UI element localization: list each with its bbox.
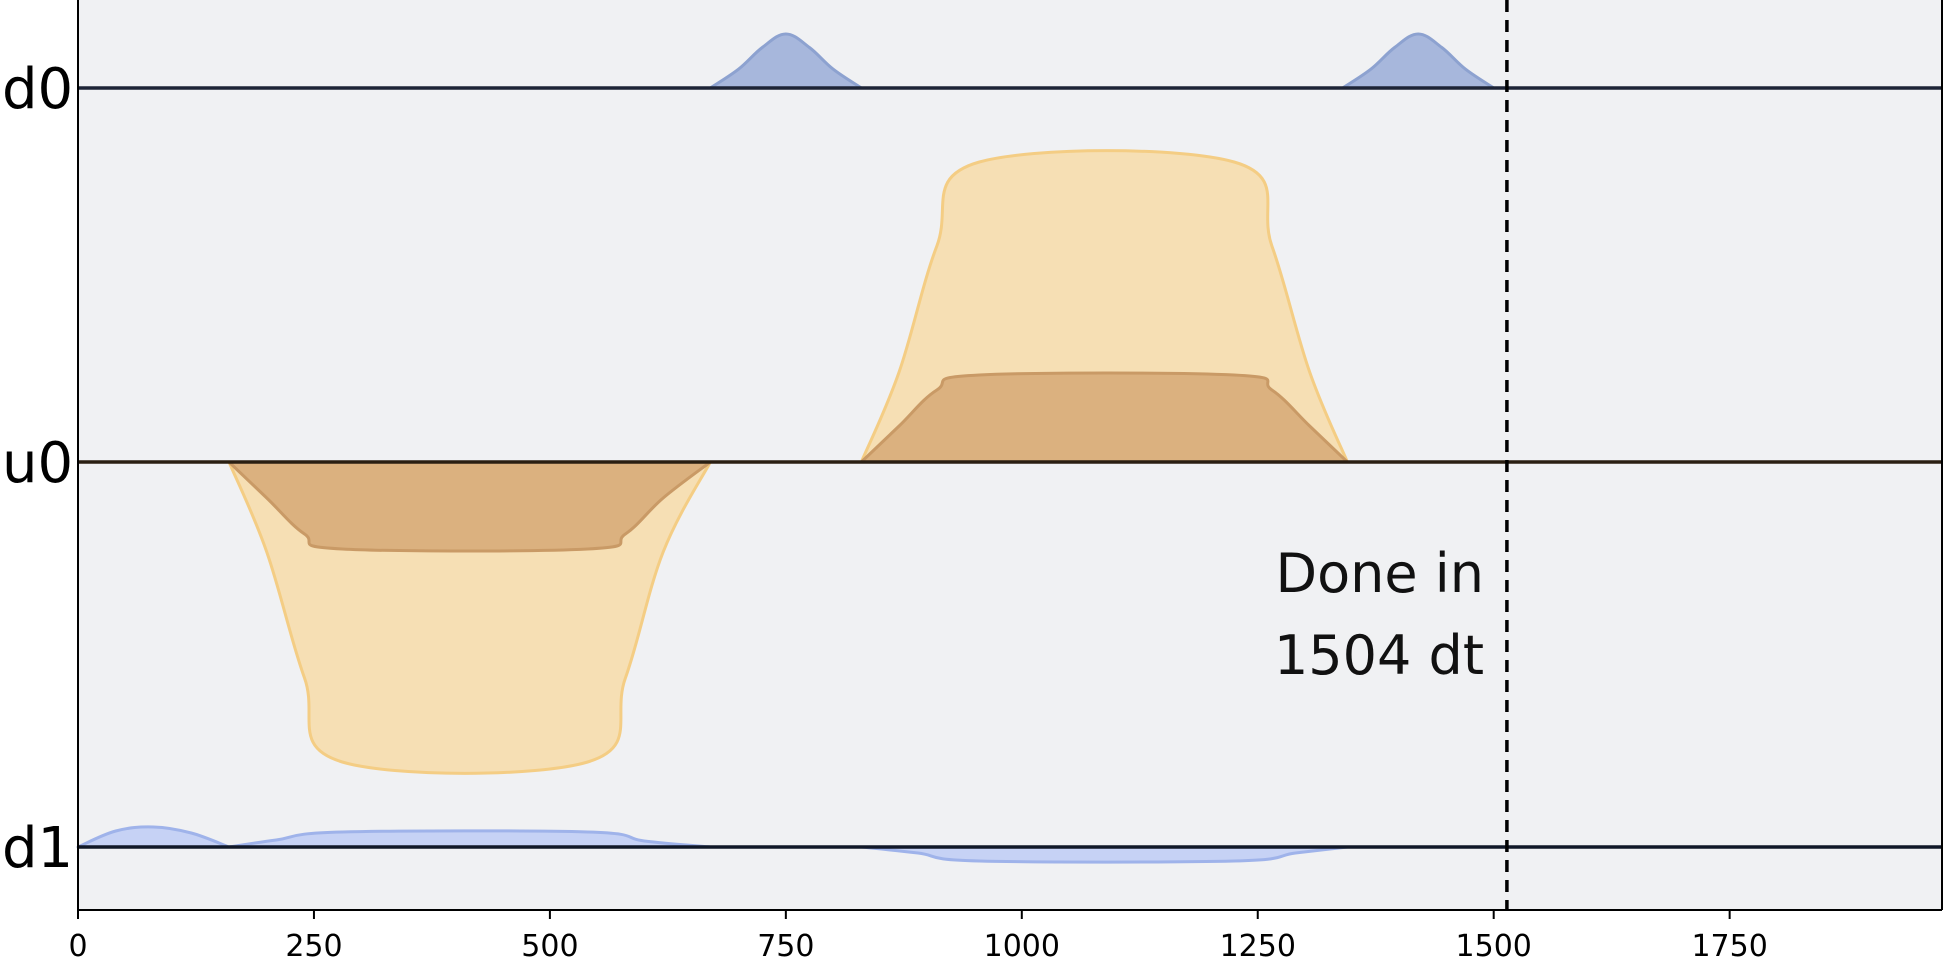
channel-label-u0: u0 xyxy=(2,431,73,496)
u0-pulse-4 xyxy=(859,371,1349,464)
d1-pulse-2 xyxy=(227,829,712,849)
annotation-line-2: 1504 dt xyxy=(1274,624,1484,687)
channel-labels: d0 u0 d1 xyxy=(2,57,73,881)
d1-pulse-3 xyxy=(859,845,1349,864)
d1-pulse-1 xyxy=(76,825,231,849)
x-axis-ticks: 0 250 500 750 1000 1250 1500 1750 xyxy=(68,910,1768,964)
x-tick-label: 1000 xyxy=(984,929,1060,964)
x-tick-label: 500 xyxy=(521,929,578,964)
x-tick-label: 250 xyxy=(285,929,342,964)
d0-pulse-1 xyxy=(708,32,863,90)
x-tick-label: 1750 xyxy=(1691,929,1767,964)
waveforms xyxy=(76,32,1496,864)
x-tick-label: 1250 xyxy=(1220,929,1296,964)
u0-pulse-2 xyxy=(227,460,712,553)
channel-label-d0: d0 xyxy=(2,57,73,122)
x-tick-label: 0 xyxy=(68,929,87,964)
d0-pulse-2 xyxy=(1341,32,1496,90)
x-tick-label: 750 xyxy=(757,929,814,964)
channel-baselines xyxy=(78,86,1942,849)
annotation-line-1: Done in xyxy=(1276,542,1484,605)
channel-label-d1: d1 xyxy=(2,816,73,881)
x-tick-label: 1500 xyxy=(1456,929,1532,964)
axes-frame xyxy=(77,0,1943,911)
